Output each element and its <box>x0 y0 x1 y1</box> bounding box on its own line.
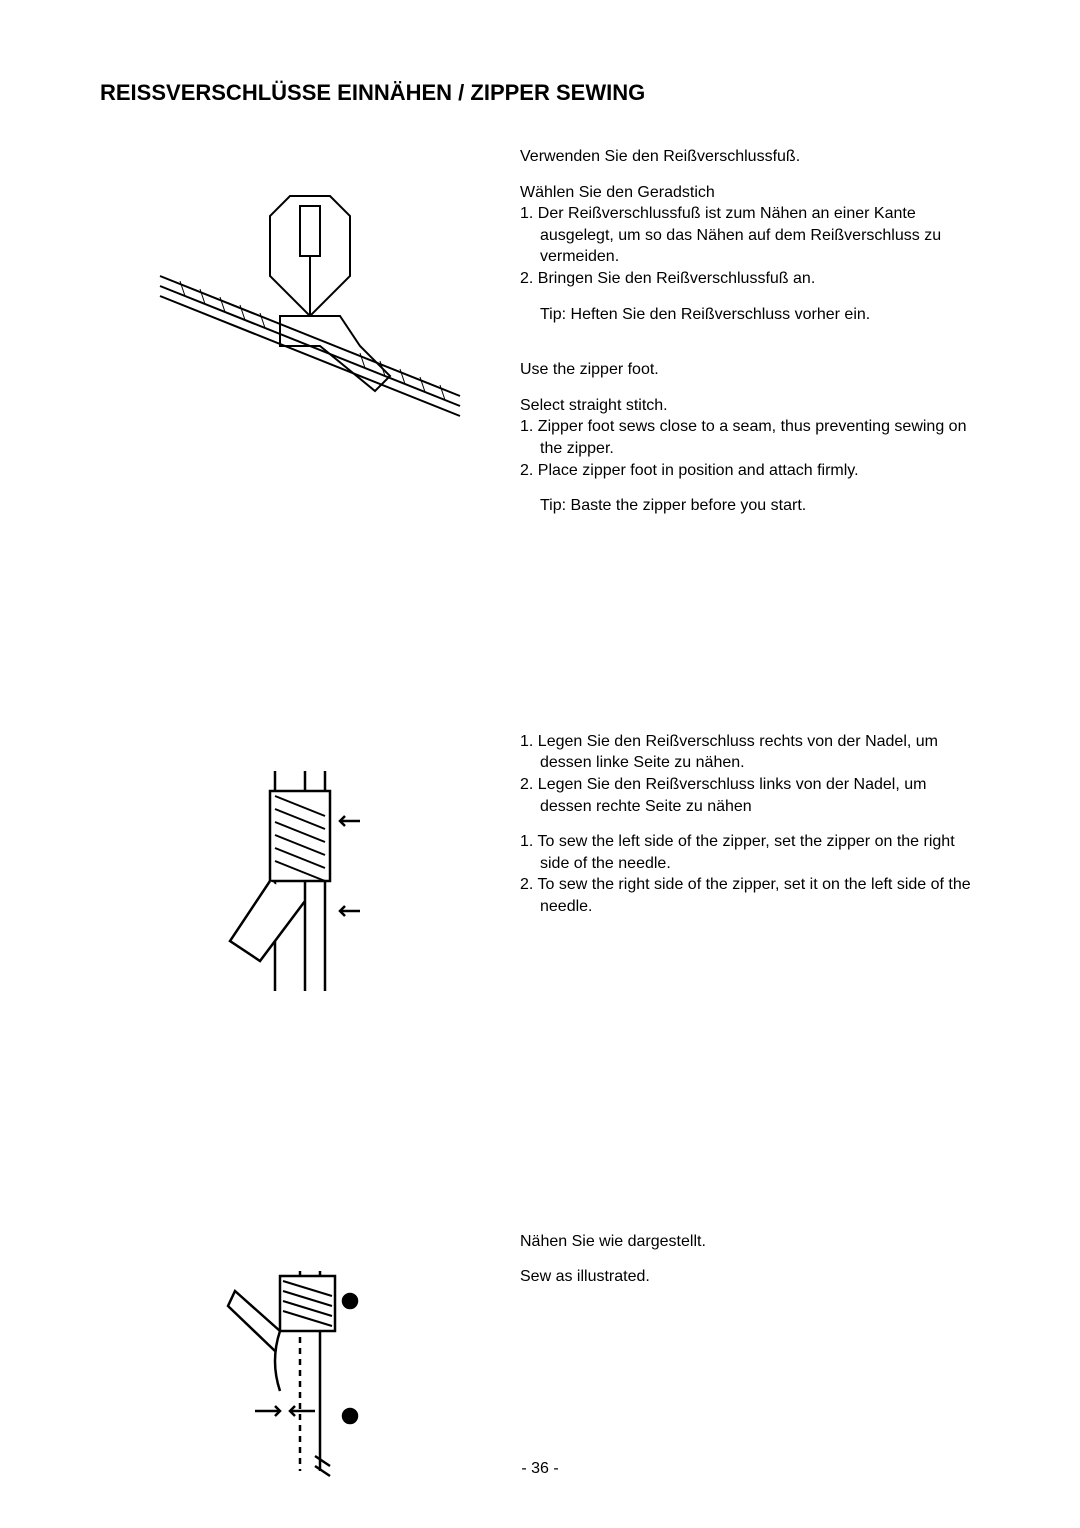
de-item2: 2. Bringen Sie den Reißverschlussfuß an. <box>520 268 980 290</box>
de-item2-s2: 2. Legen Sie den Reißverschluss links vo… <box>520 774 980 817</box>
de-tip: Tip: Heften Sie den Reißverschluss vorhe… <box>520 304 980 326</box>
de-intro: Verwenden Sie den Reißverschlussfuß. <box>520 146 980 168</box>
en-item2: 2. Place zipper foot in position and att… <box>520 460 980 482</box>
en-sew: Sew as illustrated. <box>520 1266 980 1288</box>
zipper-foot-icon <box>150 176 470 436</box>
illustration-sew <box>100 1231 520 1481</box>
illustration-zipper-foot <box>100 146 520 531</box>
en-stitch: Select straight stitch. <box>520 395 980 417</box>
section-sew: Nähen Sie wie dargestellt. Sew as illust… <box>100 1231 980 1481</box>
sew-illustrated-icon <box>220 1261 400 1481</box>
de-stitch: Wählen Sie den Geradstich <box>520 182 980 204</box>
section-zipper-foot: Verwenden Sie den Reißverschlussfuß. Wäh… <box>100 146 980 531</box>
de-item1: 1. Der Reißverschlussfuß ist zum Nähen a… <box>520 203 980 268</box>
en-tip: Tip: Baste the zipper before you start. <box>520 495 980 517</box>
section-positioning: 1. Legen Sie den Reißverschluss rechts v… <box>100 731 980 1001</box>
manual-page: REISSVERSCHLÜSSE EINNÄHEN / ZIPPER SEWIN… <box>0 0 1080 1521</box>
en-item1: 1. Zipper foot sews close to a seam, thu… <box>520 416 980 459</box>
page-title: REISSVERSCHLÜSSE EINNÄHEN / ZIPPER SEWIN… <box>100 80 980 106</box>
en-item1-s2: 1. To sew the left side of the zipper, s… <box>520 831 980 874</box>
section3-text: Nähen Sie wie dargestellt. Sew as illust… <box>520 1231 980 1481</box>
de-sew: Nähen Sie wie dargestellt. <box>520 1231 980 1253</box>
section1-text: Verwenden Sie den Reißverschlussfuß. Wäh… <box>520 146 980 531</box>
en-item2-s2: 2. To sew the right side of the zipper, … <box>520 874 980 917</box>
page-number: - 36 - <box>0 1460 1080 1478</box>
en-intro: Use the zipper foot. <box>520 359 980 381</box>
zipper-position-icon <box>210 761 410 1001</box>
de-item1-s2: 1. Legen Sie den Reißverschluss rechts v… <box>520 731 980 774</box>
section2-text: 1. Legen Sie den Reißverschluss rechts v… <box>520 731 980 1001</box>
illustration-positioning <box>100 731 520 1001</box>
